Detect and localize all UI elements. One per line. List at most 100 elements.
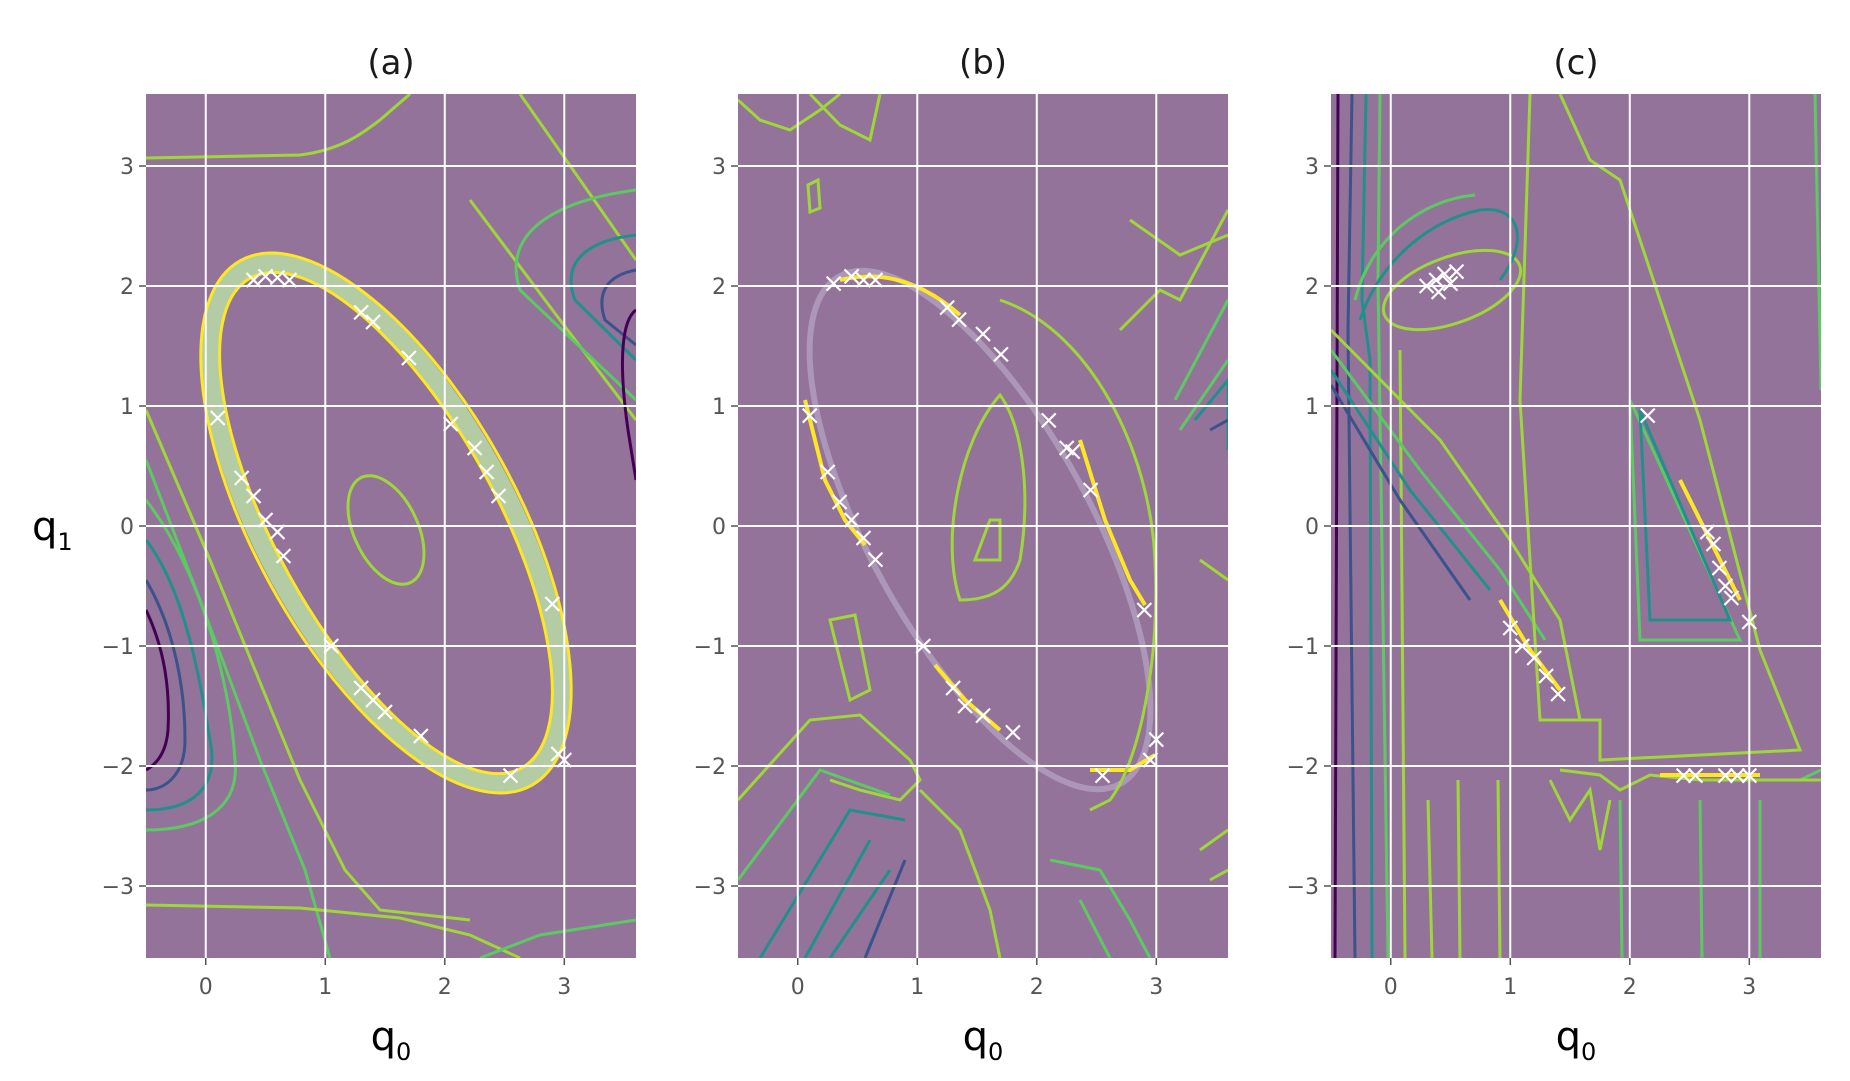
x-tick-label: 1	[1503, 975, 1517, 1000]
ylabel: q1	[32, 504, 73, 556]
ylabel-sub: 1	[57, 528, 72, 556]
marker-x	[1741, 614, 1758, 630]
contour-right-edge-c	[1799, 94, 1821, 782]
markers-a	[209, 268, 573, 784]
marker-x	[993, 346, 1009, 363]
x-tick-label: 2	[1623, 975, 1637, 1000]
y-tick-label: 0	[712, 515, 726, 540]
y-tick-label: −3	[694, 875, 726, 900]
marker-x	[1148, 731, 1165, 748]
yticks-b: −3 −2 −1 0 1 2 3	[694, 155, 738, 900]
marker-x	[466, 440, 483, 456]
contour-loop-c	[1381, 248, 1523, 332]
contour-vert-5-c	[1398, 349, 1407, 958]
contour-bottom-verts-c	[1618, 799, 1762, 958]
xlabel-a: q0	[371, 1014, 412, 1066]
marker-x	[819, 464, 836, 480]
contour-left-a	[146, 409, 471, 922]
x-tick-label: 2	[1030, 975, 1044, 1000]
contour-loop-outer2-c	[1353, 193, 1476, 301]
contour-right-b	[1118, 209, 1228, 332]
grid-c	[1331, 94, 1821, 958]
contour-left-3-a	[146, 539, 214, 812]
contour-left-6-a	[146, 499, 237, 832]
marker-x	[1448, 263, 1465, 280]
y-tick-label: −1	[694, 635, 726, 660]
marker-x	[442, 416, 459, 432]
highlight-right-b	[1078, 439, 1147, 607]
marker-x	[269, 524, 286, 540]
x-tick-label: 3	[557, 975, 571, 1000]
marker-x	[1705, 536, 1722, 552]
contour-diag-2-c	[1331, 349, 1547, 641]
contour-lower-a	[146, 903, 521, 958]
contour-tri-inner-c	[1628, 399, 1743, 642]
marker-x	[1142, 752, 1159, 768]
contour-vert-3-c	[1360, 94, 1374, 958]
marker-x	[275, 548, 292, 564]
contour-right-3-a	[600, 268, 636, 347]
x-tick-label: 2	[438, 975, 452, 1000]
contour-bottom-left-b	[738, 713, 922, 802]
marker-x	[245, 488, 262, 504]
ylabel-main: q	[32, 504, 57, 550]
contour-br2-b	[1199, 558, 1228, 882]
marker-x	[1687, 767, 1704, 784]
marker-x	[209, 410, 226, 426]
contour-upper-green-a	[146, 94, 411, 160]
marker-x	[867, 272, 884, 288]
marker-x	[1428, 272, 1444, 288]
x-tick-label: 1	[910, 975, 924, 1000]
marker-x	[1442, 275, 1459, 292]
marker-x	[556, 752, 573, 768]
marker-x	[1723, 590, 1740, 606]
y-tick-label: −1	[1287, 635, 1319, 660]
contour-top-b	[808, 94, 882, 143]
marker-x	[801, 407, 818, 424]
x-tick-label: 3	[1149, 975, 1163, 1000]
panel-title-c: (c)	[1553, 43, 1598, 83]
marker-x	[1136, 602, 1153, 618]
contour-big-b	[999, 298, 1158, 812]
yticks-c: −3 −2 −1 0 1 2 3	[1287, 155, 1331, 900]
marker-x	[1717, 767, 1734, 784]
y-tick-label: 3	[1305, 155, 1319, 180]
marker-x	[353, 680, 369, 696]
marker-x	[939, 299, 955, 316]
contour-loop-outer-c	[1358, 208, 1519, 321]
marker-x	[1436, 266, 1453, 282]
marker-x	[377, 704, 393, 720]
marker-x	[365, 314, 381, 330]
grid-a	[146, 94, 636, 958]
marker-x	[945, 680, 961, 696]
contours-c	[1331, 94, 1821, 958]
xlabel-b-main: q	[963, 1014, 988, 1060]
contour-bl3-b	[758, 808, 906, 958]
contour-right5-b	[1209, 418, 1228, 432]
ring-band-a	[201, 253, 571, 793]
marker-x	[281, 272, 298, 288]
marker-x	[1699, 524, 1716, 540]
contour-left2-a	[146, 459, 332, 958]
contour-top-left-b	[738, 94, 841, 132]
contours-a	[146, 94, 636, 958]
xlabel-c: q0	[1556, 1014, 1597, 1066]
marker-x	[855, 272, 872, 288]
contour-right-4-a	[621, 308, 636, 481]
y-tick-label: 2	[120, 275, 134, 300]
highlight-br-b	[1090, 753, 1157, 772]
panel-title-b: (b)	[959, 43, 1007, 83]
y-tick-label: −1	[102, 635, 134, 660]
contour-bl4-b	[863, 859, 907, 958]
contours-b	[738, 94, 1228, 958]
y-tick-label: 0	[120, 515, 134, 540]
marker-x	[867, 551, 884, 568]
contour-bottom-b	[918, 788, 1002, 958]
x-tick-label: 3	[1742, 975, 1756, 1000]
marker-x	[843, 512, 860, 528]
marker-x	[975, 707, 991, 724]
xticks-a: 0 1 2 3	[199, 958, 571, 1000]
xlabel-c-sub: 0	[1581, 1038, 1596, 1066]
yticks-a: −3 −2 −1 0 1 2 3	[102, 155, 146, 900]
marker-x	[1675, 767, 1692, 784]
